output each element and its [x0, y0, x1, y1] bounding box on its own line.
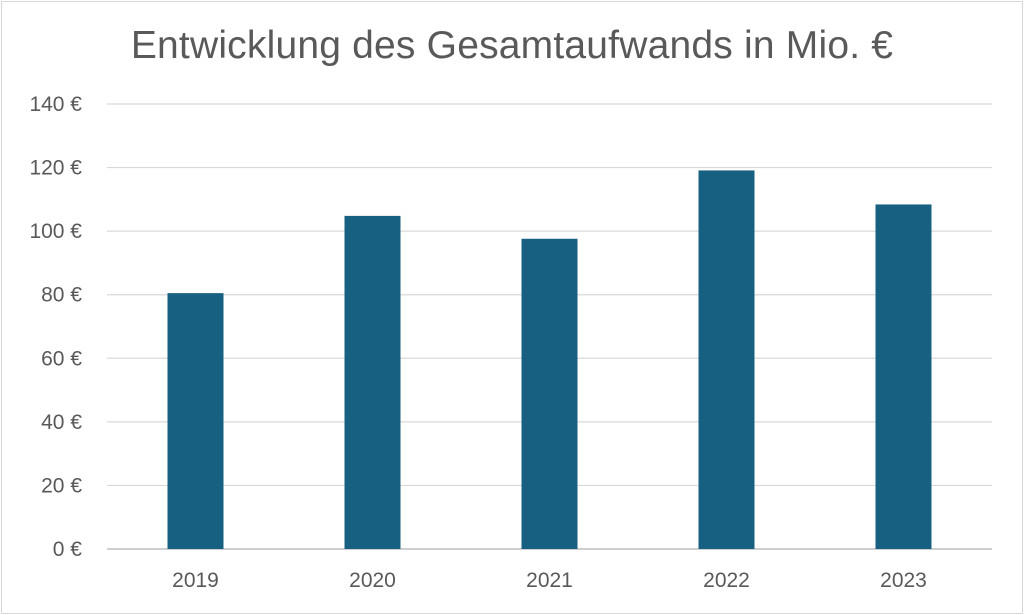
- bar-2019: [167, 293, 224, 549]
- y-tick-label: 60 €: [41, 347, 82, 370]
- chart-title: Entwicklung des Gesamtaufwands in Mio. €: [130, 24, 894, 67]
- y-tick-label: 20 €: [41, 474, 82, 497]
- y-tick-label: 140 €: [29, 93, 82, 116]
- x-tick-label: 2021: [526, 569, 573, 592]
- y-axis-ticks: 0 € 20 € 40 € 60 € 80 € 100 € 120 € 140 €: [29, 93, 82, 561]
- bar-2021: [521, 238, 578, 549]
- x-tick-label: 2023: [880, 569, 927, 592]
- y-tick-label: 40 €: [41, 411, 82, 434]
- x-tick-label: 2020: [349, 569, 396, 592]
- x-tick-label: 2019: [172, 569, 219, 592]
- x-tick-label: 2022: [703, 569, 750, 592]
- y-tick-label: 0 €: [53, 538, 83, 561]
- x-axis-ticks: 2019 2020 2021 2022 2023: [172, 569, 927, 592]
- y-tick-label: 80 €: [41, 284, 82, 307]
- bars: [167, 170, 932, 550]
- bar-2023: [875, 204, 932, 549]
- y-tick-label: 100 €: [29, 220, 82, 243]
- bar-2020: [344, 215, 401, 549]
- y-tick-label: 120 €: [29, 157, 82, 180]
- bar-2022: [698, 170, 755, 550]
